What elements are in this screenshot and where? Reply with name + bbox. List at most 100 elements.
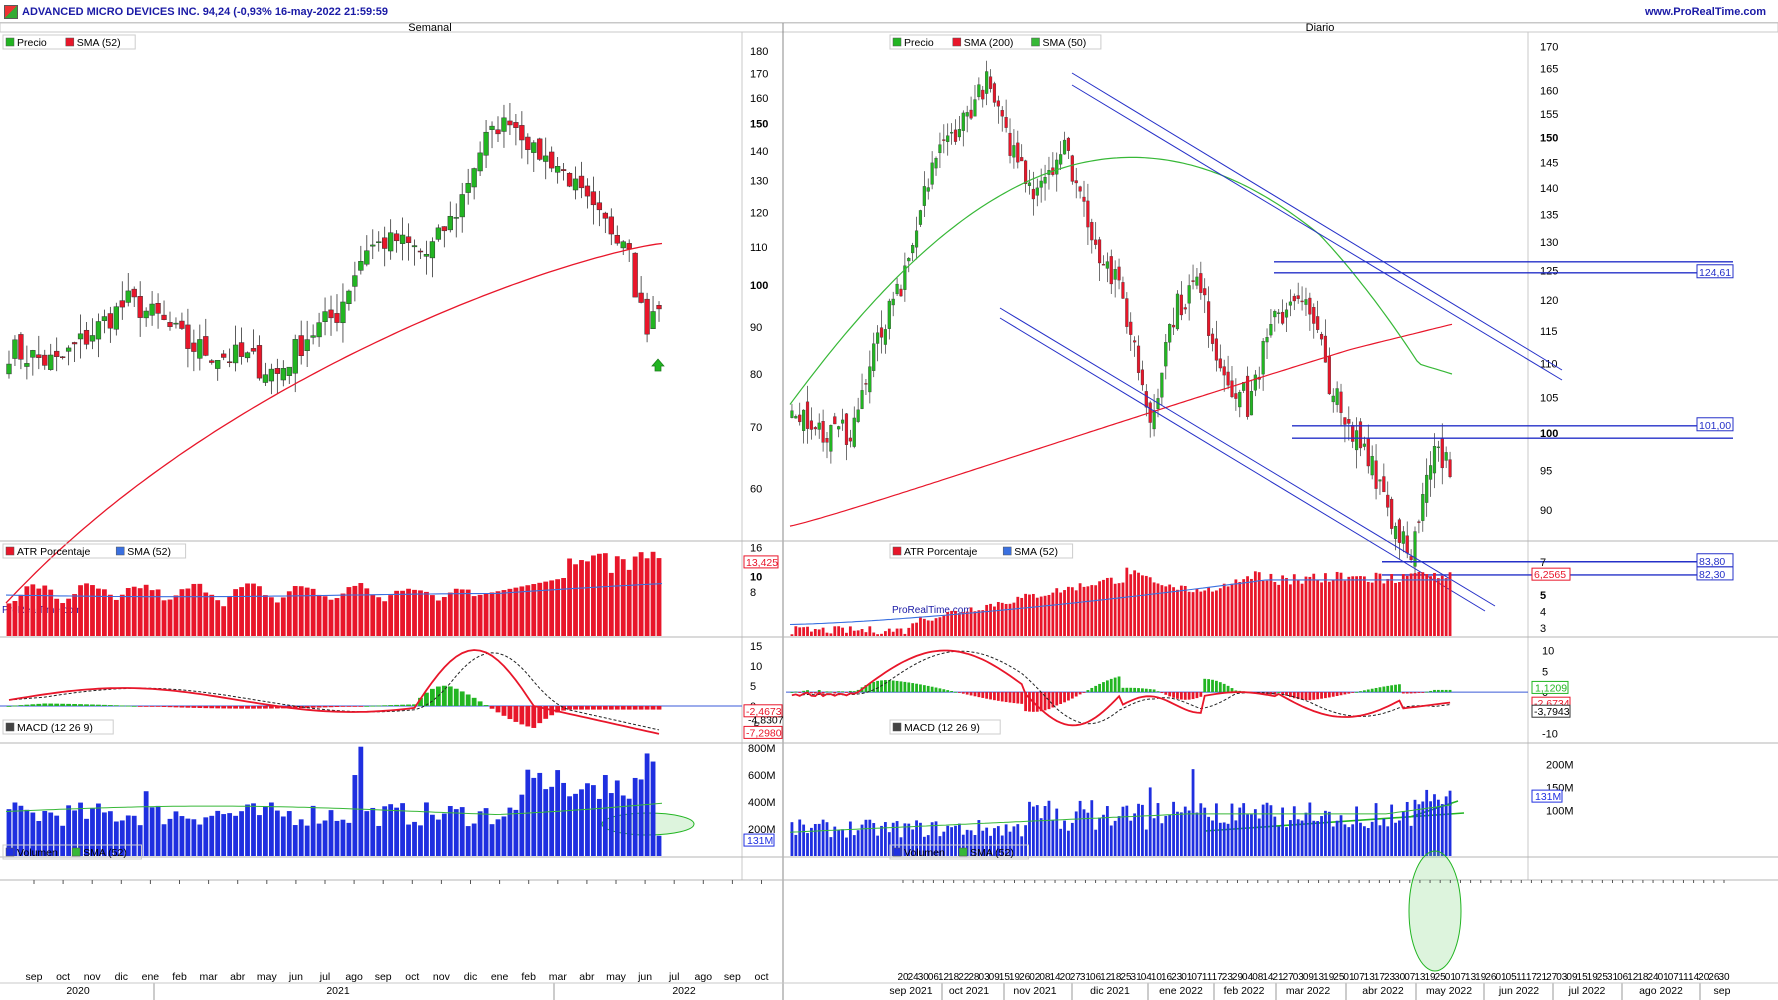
left-price-legend-label-1: SMA (52) xyxy=(77,37,121,49)
volume-bar xyxy=(12,802,18,856)
atr-bar xyxy=(471,596,477,636)
daily-volume-bar xyxy=(969,830,973,856)
weekly-candle xyxy=(203,336,209,356)
atr-bar xyxy=(239,587,244,636)
daily-volume-bar xyxy=(965,829,969,856)
right-x-day-54: 01 xyxy=(1445,972,1457,983)
right-x-day-10: 15 xyxy=(999,972,1011,983)
daily-volume-bar xyxy=(1425,789,1429,856)
right-x-day-28: 01 xyxy=(1181,972,1193,983)
daily-macd-hist-bar xyxy=(1308,692,1312,701)
daily-atr-bar xyxy=(989,603,992,636)
volume-bar xyxy=(42,811,48,856)
volume-bar xyxy=(406,824,411,856)
atr-bar xyxy=(549,580,555,636)
daily-volume-bar xyxy=(1246,814,1249,856)
daily-atr-bar xyxy=(1024,593,1027,636)
right-x-day-33: 29 xyxy=(1232,972,1244,983)
volume-bar xyxy=(221,814,227,856)
right-macd-legend-label-0: MACD (12 26 9) xyxy=(904,722,980,734)
right-price-tick-135: 135 xyxy=(1540,209,1558,221)
macd-hist-bar xyxy=(239,706,244,709)
daily-atr-bar xyxy=(1378,573,1382,636)
volume-bar xyxy=(364,811,370,856)
daily-macd-hist-bar xyxy=(1390,685,1394,693)
volume-bar xyxy=(113,821,119,856)
atr-bar xyxy=(96,588,101,636)
macd-hist-bar xyxy=(310,706,316,708)
daily-candle xyxy=(950,132,954,134)
right-price-legend-label-1: SMA (200) xyxy=(964,37,1014,49)
macd-hist-bar xyxy=(107,705,113,706)
right-x-day-58: 26 xyxy=(1485,972,1497,983)
daily-atr-bar xyxy=(1362,576,1366,636)
daily-macd-hist-bar xyxy=(989,692,992,700)
daily-atr-bar xyxy=(1425,574,1429,636)
daily-atr-bar xyxy=(1098,581,1101,636)
daily-candle xyxy=(996,100,1000,107)
daily-candle xyxy=(1440,438,1444,469)
daily-candle xyxy=(833,416,837,425)
daily-candle xyxy=(821,421,825,443)
daily-atr-bar xyxy=(1125,567,1129,636)
atr-bar xyxy=(167,599,173,636)
weekly-candle xyxy=(71,342,78,345)
right-atr-tick-4: 4 xyxy=(1540,606,1546,618)
daily-atr-bar xyxy=(806,626,809,636)
right-x-day-15: 14 xyxy=(1049,972,1061,983)
daily-candle xyxy=(1343,417,1347,425)
daily-volume-bar xyxy=(1183,806,1187,856)
daily-macd-hist-bar xyxy=(1312,692,1316,700)
daily-macd-hist-bar xyxy=(845,692,848,693)
volume-bar xyxy=(501,816,507,856)
daily-candle xyxy=(1191,280,1195,282)
daily-volume-bar xyxy=(1191,769,1195,856)
atr-bar xyxy=(30,584,36,636)
daily-candle xyxy=(1016,142,1020,163)
volume-bar xyxy=(227,813,233,856)
daily-volume-bar xyxy=(1129,820,1133,856)
right-x-day-2: 30 xyxy=(918,972,930,983)
daily-atr-bar xyxy=(1070,587,1074,636)
daily-candle xyxy=(977,84,981,98)
macd-hist-bar xyxy=(173,706,179,708)
daily-volume-bar xyxy=(1078,800,1082,856)
daily-atr-bar xyxy=(1063,590,1066,636)
weekly-candle xyxy=(358,261,364,271)
daily-atr-bar xyxy=(1390,574,1394,636)
weekly-candle xyxy=(232,344,239,364)
daily-atr-bar xyxy=(1327,581,1331,636)
atr-bar xyxy=(406,588,411,636)
daily-atr-bar xyxy=(965,611,969,636)
daily-macd-hist-bar xyxy=(1355,691,1358,693)
daily-atr-bar xyxy=(915,622,918,636)
daily-volume-bar xyxy=(1222,822,1226,856)
daily-candle xyxy=(1168,324,1172,343)
daily-macd-hist-bar xyxy=(821,692,825,694)
left-x-month-20: may xyxy=(606,971,627,983)
daily-macd-hist-bar xyxy=(922,685,926,693)
daily-volume-bar xyxy=(1331,826,1335,856)
atr-bar xyxy=(573,564,578,636)
daily-candle xyxy=(918,210,923,225)
macd-hist-bar xyxy=(131,705,137,707)
right-x-month-4: ene 2022 xyxy=(1159,985,1203,997)
weekly-candle xyxy=(107,313,114,329)
level-101-box xyxy=(1696,417,1734,432)
daily-candle xyxy=(1152,410,1156,430)
daily-atr-bar xyxy=(1253,571,1257,636)
daily-candle xyxy=(981,89,985,100)
chart-type-icon[interactable] xyxy=(4,5,18,19)
left-atr-legend-swatch-1 xyxy=(115,546,125,556)
daily-candle xyxy=(1316,316,1320,330)
volume-bar xyxy=(620,795,626,856)
daily-atr-bar xyxy=(1308,576,1312,636)
weekly-candle xyxy=(483,131,489,156)
daily-macd-hist-bar xyxy=(1207,679,1211,693)
daily-atr-bar xyxy=(1109,577,1113,636)
site-link[interactable]: www.ProRealTime.com xyxy=(1644,6,1766,18)
right-x-month-0: sep 2021 xyxy=(889,985,932,997)
daily-atr-bar xyxy=(1102,579,1105,636)
weekly-candle xyxy=(215,360,221,369)
